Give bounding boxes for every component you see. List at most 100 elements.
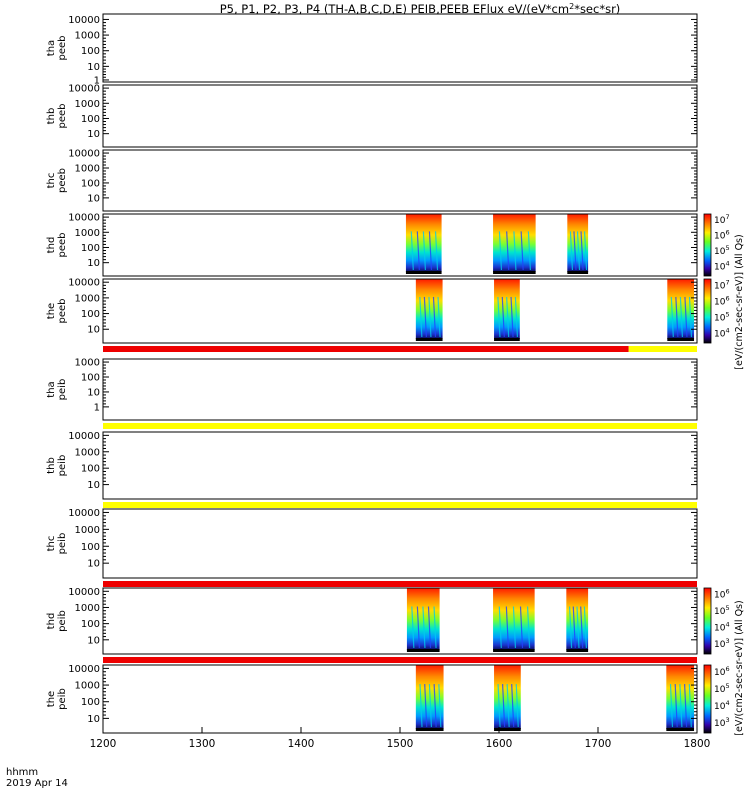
y-tick-label: 100 xyxy=(81,309,100,320)
y-tick-label: 100 xyxy=(81,178,100,189)
y-tick-label: 10 xyxy=(87,193,100,204)
panel-probe-label: thd xyxy=(46,237,57,254)
y-tick-label: 100 xyxy=(81,46,100,57)
y-tick-label: 1000 xyxy=(75,447,100,458)
spectrogram-block xyxy=(567,214,589,274)
colorbar-tick-label: 107 xyxy=(714,213,730,226)
colorbar-tick-label: 104 xyxy=(714,326,730,339)
x-tick-label: 1300 xyxy=(189,738,216,750)
y-tick-label: 1000 xyxy=(75,99,100,110)
y-tick-label: 10000 xyxy=(68,84,100,95)
y-tick-label: 100 xyxy=(81,697,100,708)
panel-thc-peib: 10000 1000 100 10 thc peib xyxy=(46,508,698,579)
panel-probe-label: thb xyxy=(46,108,57,125)
panel-tha-peib: 1000 100 10 1 tha peib xyxy=(46,358,698,421)
panel-the-peeb: 10000 1000 100 10 the peeb xyxy=(46,278,698,344)
y-tick-label: 1 xyxy=(94,402,100,413)
panel-product-label: peib xyxy=(57,688,68,710)
x-tick-label: 1200 xyxy=(90,738,117,750)
panel-thd-peib: 10000 1000 100 10 thd peib xyxy=(46,587,698,655)
colorbar-tick-label: 104 xyxy=(714,260,730,273)
ion-colorbar-label: [eV/(cm2-sec-sr-eV)] (All Qs) xyxy=(734,600,745,735)
panel-thd-peeb: 10000 1000 100 10 thd peeb xyxy=(46,213,698,277)
y-tick-label: 10000 xyxy=(68,587,100,598)
y-tick-label: 1000 xyxy=(75,681,100,692)
y-tick-label: 1000 xyxy=(75,31,100,42)
flag-bar xyxy=(103,657,697,663)
date-label: 2019 Apr 14 xyxy=(6,778,68,789)
panel-probe-label: tha xyxy=(46,40,57,56)
y-tick-label: 10000 xyxy=(68,149,100,160)
electron-colorbar-label: [eV/(cm2-sec-sr-eV)] (All Qs) xyxy=(734,234,745,369)
panel-product-label: peib xyxy=(57,533,68,555)
colorbar-tick-label: 105 xyxy=(714,310,730,323)
colorbar-tick-label: 107 xyxy=(714,278,730,291)
panel-thc-peeb: 10000 1000 100 10 thc peeb xyxy=(46,149,698,212)
colorbar-tick-label: 106 xyxy=(714,588,730,601)
colorbar-tick-label: 105 xyxy=(714,604,730,617)
colorbar: 107 106 105 104 xyxy=(703,213,730,277)
colorbar: 106 105 104 103 xyxy=(703,664,730,734)
y-tick-label: 1000 xyxy=(75,163,100,174)
y-tick-label: 10000 xyxy=(68,15,100,26)
colorbar-tick-label: 105 xyxy=(714,682,730,695)
y-tick-label: 1000 xyxy=(75,228,100,239)
spectrogram-block xyxy=(493,214,536,274)
y-tick-label: 10 xyxy=(87,559,100,570)
y-tick-label: 10 xyxy=(87,714,100,725)
flag-bar xyxy=(628,346,697,352)
x-tick-label: 1800 xyxy=(684,738,711,750)
panel-probe-label: the xyxy=(46,303,57,319)
y-tick-label: 1000 xyxy=(75,358,100,369)
time-axis-label: hhmm xyxy=(6,767,38,778)
colorbar: 106 105 104 103 xyxy=(703,588,730,655)
spectrogram-block xyxy=(666,665,695,731)
y-tick-label: 10 xyxy=(87,129,100,140)
y-tick-label: 10 xyxy=(87,258,100,269)
panel-product-label: peeb xyxy=(57,36,68,61)
panel-probe-label: tha xyxy=(46,381,57,397)
y-tick-label: 10000 xyxy=(68,278,100,289)
panel-tha-peeb: 10000 1000 100 10 1 tha peeb xyxy=(46,13,698,86)
spectrogram-block xyxy=(415,665,444,731)
y-tick-label: 1000 xyxy=(75,603,100,614)
y-tick-label: 1000 xyxy=(75,293,100,304)
panel-the-peib: 10000 1000 100 10 the peib xyxy=(46,664,698,734)
panel-thb-peeb: 10000 1000 100 10 thb peeb xyxy=(46,84,698,148)
y-tick-label: 10 xyxy=(87,62,100,73)
panel-thb-peib: 10000 1000 100 10 thb peib xyxy=(46,431,698,500)
y-tick-label: 10 xyxy=(87,387,100,398)
y-tick-label: 100 xyxy=(81,542,100,553)
flag-bar xyxy=(103,423,697,429)
x-tick-label: 1400 xyxy=(288,738,315,750)
x-tick-label: 1500 xyxy=(387,738,414,750)
title-superscript: 2 xyxy=(569,2,574,11)
colorbar-tick-label: 104 xyxy=(714,621,730,634)
spectrogram-block xyxy=(566,588,589,652)
flag-bar xyxy=(103,581,697,587)
colorbar-tick-label: 103 xyxy=(714,716,730,729)
colorbar-tick-label: 104 xyxy=(714,699,730,712)
panel-product-label: peeb xyxy=(57,104,68,129)
y-tick-label: 10000 xyxy=(68,213,100,224)
x-tick-label: 1600 xyxy=(486,738,513,750)
panel-product-label: peib xyxy=(57,610,68,632)
y-tick-label: 100 xyxy=(81,114,100,125)
y-tick-label: 1000 xyxy=(75,525,100,536)
y-tick-label: 100 xyxy=(81,464,100,475)
panel-probe-label: the xyxy=(46,691,57,707)
spectrogram-block xyxy=(667,279,695,341)
flag-bar xyxy=(103,502,697,508)
colorbar-tick-label: 103 xyxy=(714,637,730,650)
x-tick-label: 1700 xyxy=(585,738,612,750)
figure-title: P5, P1, P2, P3, P4 (TH-A,B,C,D,E) PEIB,P… xyxy=(220,2,621,16)
panel-probe-label: thc xyxy=(46,173,57,189)
y-tick-label: 100 xyxy=(81,243,100,254)
spectrogram-block xyxy=(415,279,443,341)
panel-product-label: peeb xyxy=(57,233,68,258)
spectrogram-block xyxy=(493,588,535,652)
spectrogram-block xyxy=(405,214,442,274)
y-tick-label: 10 xyxy=(87,635,100,646)
